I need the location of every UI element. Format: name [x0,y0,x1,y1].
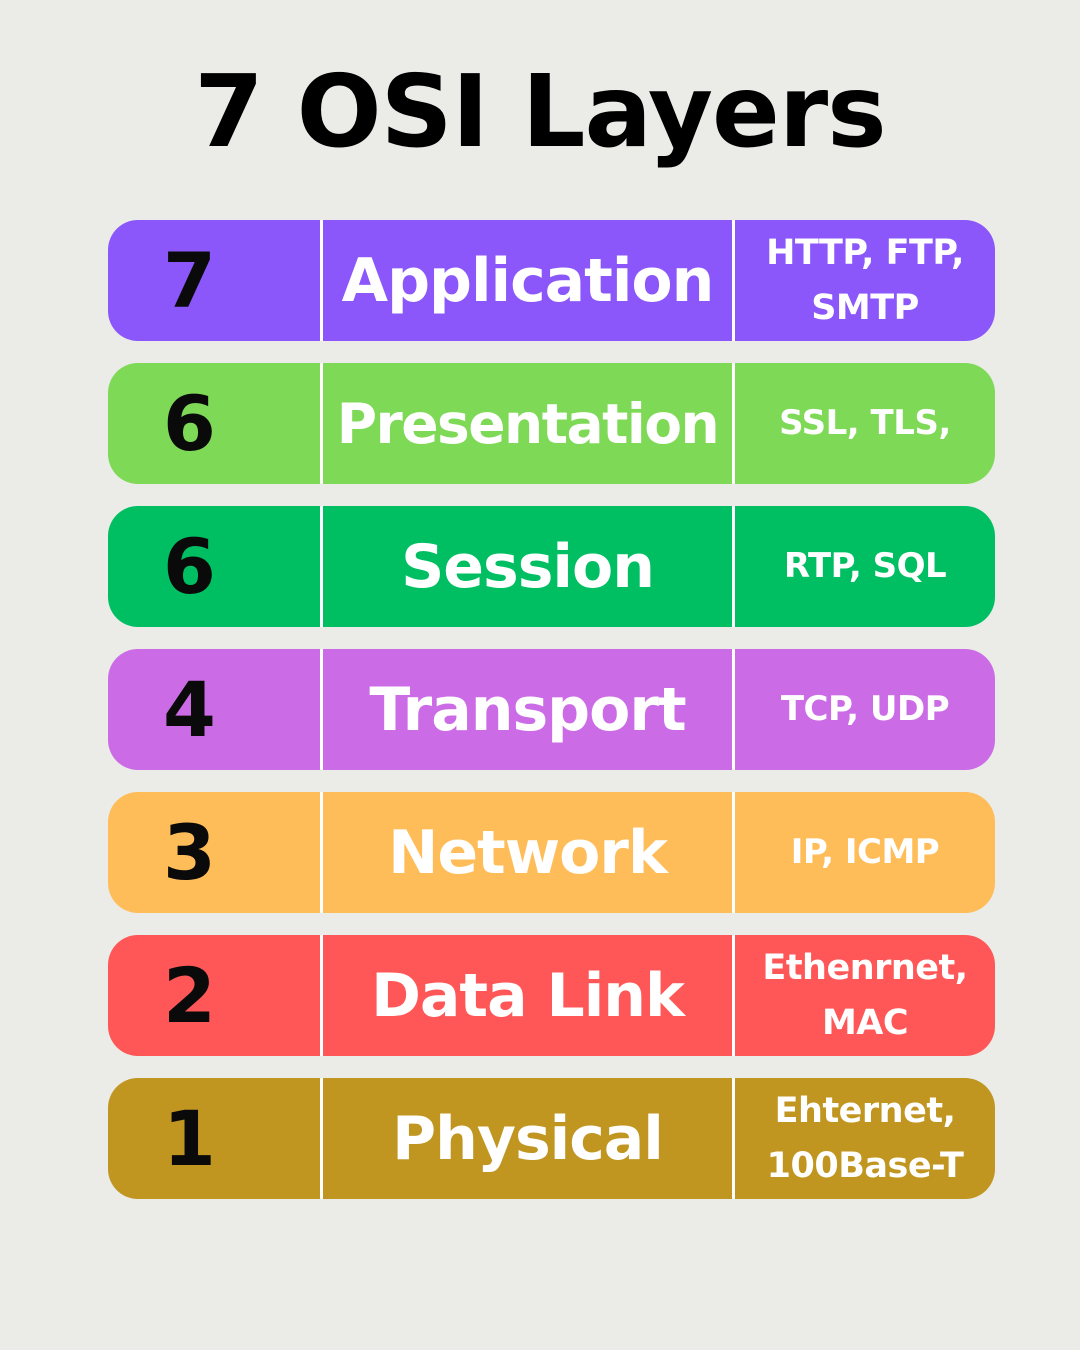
layer-name-cell: Session [323,506,735,627]
layer-protocols: IP, ICMP [790,832,940,872]
osi-layer-table: 7 Application HTTP, FTP, SMTP 6 Presenta… [108,220,995,1221]
layer-name-cell: Application [323,220,735,341]
layer-name: Session [401,531,655,602]
layer-number-cell: 6 [108,363,323,484]
layer-number-cell: 6 [108,506,323,627]
layer-row-application: 7 Application HTTP, FTP, SMTP [108,220,995,341]
layer-name-cell: Data Link [323,935,735,1056]
layer-name-cell: Transport [323,649,735,770]
layer-protocols: Ethenrnet, MAC [762,947,968,1043]
layer-row-data-link: 2 Data Link Ethenrnet, MAC [108,935,995,1056]
layer-protocols: RTP, SQL [783,546,947,586]
layer-row-network: 3 Network IP, ICMP [108,792,995,913]
layer-number: 6 [163,379,216,468]
layer-number: 6 [163,522,216,611]
layer-protocols: Ehternet, 100Base-T [766,1090,964,1186]
layer-protocols-cell: HTTP, FTP, SMTP [735,220,995,341]
layer-number-cell: 3 [108,792,323,913]
layer-protocols-cell: Ehternet, 100Base-T [735,1078,995,1199]
layer-name: Data Link [371,960,685,1031]
layer-number-cell: 2 [108,935,323,1056]
layer-name-cell: Network [323,792,735,913]
layer-number-cell: 4 [108,649,323,770]
layer-row-transport: 4 Transport TCP, UDP [108,649,995,770]
layer-protocols-cell: RTP, SQL [735,506,995,627]
layer-number-cell: 1 [108,1078,323,1199]
page-title: 7 OSI Layers [194,53,886,170]
layer-protocols: HTTP, FTP, SMTP [766,232,964,328]
layer-number: 1 [163,1094,216,1183]
layer-name: Network [388,817,668,888]
layer-name: Application [341,245,715,316]
layer-number-cell: 7 [108,220,323,341]
layer-protocols-cell: SSL, TLS, [735,363,995,484]
layer-name-cell: Presentation [323,363,735,484]
layer-name: Physical [392,1103,664,1174]
layer-number: 4 [163,665,216,754]
layer-number: 2 [163,951,216,1040]
layer-protocols-cell: TCP, UDP [735,649,995,770]
layer-row-presentation: 6 Presentation SSL, TLS, [108,363,995,484]
layer-protocols-cell: IP, ICMP [735,792,995,913]
layer-protocols: TCP, UDP [780,689,950,729]
layer-row-physical: 1 Physical Ehternet, 100Base-T [108,1078,995,1199]
layer-number: 3 [163,808,216,897]
layer-protocols-cell: Ethenrnet, MAC [735,935,995,1056]
layer-name: Presentation [336,391,720,456]
layer-row-session: 6 Session RTP, SQL [108,506,995,627]
layer-name-cell: Physical [323,1078,735,1199]
layer-name: Transport [369,674,686,745]
layer-protocols: SSL, TLS, [779,403,951,443]
layer-number: 7 [163,236,216,325]
